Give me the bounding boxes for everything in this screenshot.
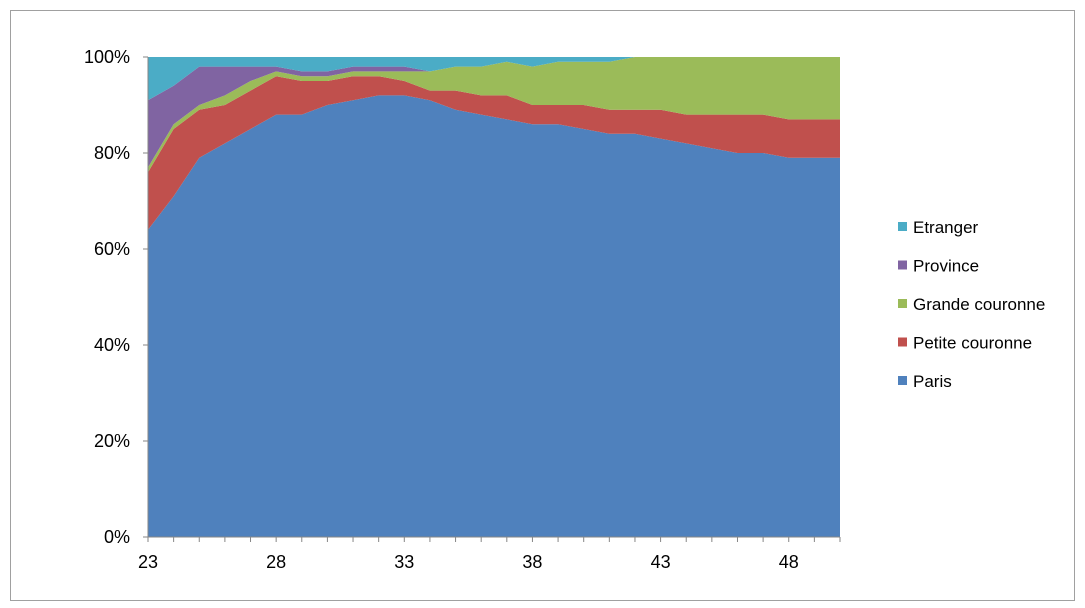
legend-label: Petite couronne — [913, 334, 1032, 353]
y-tick-label: 20% — [94, 431, 130, 451]
area-series-etranger — [148, 57, 840, 101]
legend-item-etranger: Etranger — [898, 218, 979, 237]
x-tick-label: 28 — [266, 552, 286, 572]
legend-item-petite-couronne: Petite couronne — [898, 334, 1032, 353]
y-tick-label: 60% — [94, 239, 130, 259]
axes-layer — [143, 56, 841, 542]
x-tick-labels: 23 28 33 38 43 48 — [138, 552, 799, 572]
y-tick-label: 80% — [94, 143, 130, 163]
x-tick-label: 48 — [779, 552, 799, 572]
area-series-province — [148, 57, 840, 168]
legend-item-grande-couronne: Grande couronne — [898, 295, 1045, 314]
area-series-petite-couronne — [148, 76, 840, 230]
legend-label: Etranger — [913, 218, 979, 237]
areas-layer — [148, 57, 840, 538]
y-tick-label: 40% — [94, 335, 130, 355]
y-tick-labels: 0% 20% 40% 60% 80% 100% — [84, 47, 130, 547]
y-tick-label: 100% — [84, 47, 130, 67]
legend-item-province: Province — [898, 257, 979, 276]
x-tick-label: 23 — [138, 552, 158, 572]
area-series-paris — [148, 95, 840, 538]
legend-swatch — [898, 299, 907, 308]
legend-label: Paris — [913, 372, 952, 391]
area-series-grande-couronne — [148, 57, 840, 173]
x-tick-label: 38 — [522, 552, 542, 572]
legend-label: Province — [913, 257, 979, 276]
legend-label: Grande couronne — [913, 295, 1045, 314]
legend-swatch — [898, 337, 907, 347]
y-tick-label: 0% — [104, 527, 130, 547]
legend-swatch — [898, 376, 907, 385]
legend-swatch — [898, 222, 907, 231]
x-tick-label: 43 — [651, 552, 671, 572]
x-tick-label: 33 — [394, 552, 414, 572]
legend: Etranger Province Grande couronne Petite co… — [898, 218, 1045, 391]
legend-item-paris: Paris — [898, 372, 952, 391]
legend-swatch — [898, 260, 907, 270]
